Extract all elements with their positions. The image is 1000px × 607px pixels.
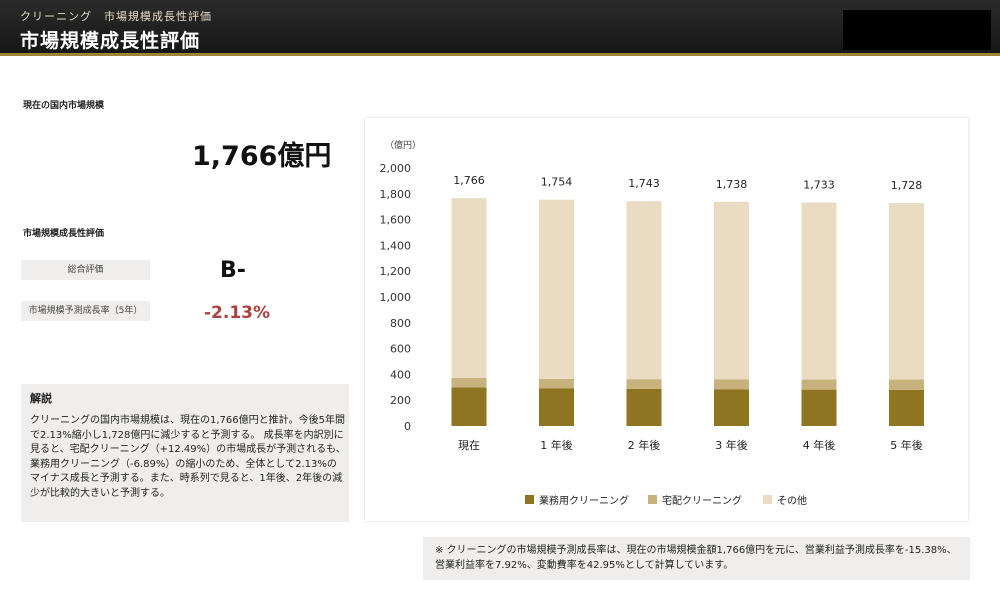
- bar-total-label: 1,766: [453, 174, 485, 187]
- explanation-heading: 解説: [30, 392, 52, 405]
- bar-segment: [801, 379, 837, 390]
- bar-segment: [539, 388, 574, 426]
- bar-segment: [626, 388, 662, 426]
- stacked-bar-chart: （億円） 0 200 400 600 800 1,000 1,200 1,400 1,600 1,…: [380, 139, 924, 507]
- x-tick-label: 4 年後: [803, 438, 836, 452]
- bar-total-label: 1,743: [628, 177, 660, 190]
- bar-segment: [451, 378, 487, 388]
- bar-segment: [714, 379, 749, 390]
- legend-swatch: [648, 495, 657, 504]
- y-tick-label: 1,200: [380, 265, 412, 278]
- bar-total-label: 1,754: [541, 176, 573, 189]
- footnote-text: ※ クリーニングの市場規模予測成長率は、現在の市場規模金額1,766億円を元に、…: [435, 545, 957, 571]
- overall-grade-value: B-: [220, 258, 246, 283]
- bar-segment: [714, 201, 749, 380]
- x-tick-label: 現在: [458, 439, 480, 452]
- bar-segment: [539, 199, 574, 379]
- x-tick-label: 5 年後: [890, 438, 923, 452]
- bar-segment: [626, 379, 662, 389]
- y-tick-label: 1,000: [380, 291, 412, 304]
- legend-label: その他: [777, 494, 807, 507]
- chart-panel: （億円） 0 200 400 600 800 1,000 1,200 1,400 1,600 1,…: [365, 118, 968, 521]
- y-tick-label: 1,800: [380, 188, 412, 201]
- page-title: 市場規模成長性評価: [20, 30, 201, 52]
- bar-segment: [451, 198, 487, 379]
- bar-segment: [889, 203, 924, 380]
- y-tick-label: 1,400: [380, 239, 412, 252]
- bar-segment: [714, 389, 749, 426]
- bar-segment: [889, 389, 924, 426]
- legend-label: 業務用クリーニング: [539, 494, 629, 507]
- page-header: クリーニング 市場規模成長性評価 市場規模成長性評価: [0, 0, 1000, 56]
- market-size-label: 現在の国内市場規模: [23, 101, 105, 111]
- x-tick-label: 2 年後: [628, 438, 661, 452]
- bar-segment: [626, 201, 662, 380]
- growth-rate-label: 市場規模予測成長率（5年）: [21, 301, 150, 321]
- growth-evaluation-label: 市場規模成長性評価: [23, 229, 105, 239]
- y-tick-label: 400: [390, 368, 411, 381]
- bar-segment: [539, 378, 574, 389]
- explanation-text: クリーニングの国内市場規模は、現在の1,766億円と推計。今後5年間で2.13%…: [30, 415, 346, 499]
- y-tick-label: 0: [404, 420, 411, 433]
- redacted-logo-block: [843, 10, 991, 50]
- y-unit-label: （億円）: [385, 139, 421, 151]
- legend-label: 宅配クリーニング: [662, 494, 742, 507]
- bar-segment: [889, 379, 924, 390]
- y-tick-label: 800: [390, 317, 411, 330]
- breadcrumb: クリーニング 市場規模成長性評価: [20, 10, 212, 23]
- growth-rate-value: -2.13%: [204, 303, 271, 323]
- market-size-value: 1,766億円: [192, 141, 332, 172]
- legend-swatch: [525, 495, 534, 504]
- header-accent-line: [0, 53, 1000, 56]
- y-tick-label: 600: [390, 343, 411, 356]
- bar-segment: [801, 389, 837, 426]
- bar-total-label: 1,733: [803, 178, 835, 191]
- y-tick-label: 200: [390, 394, 411, 407]
- legend-swatch: [763, 495, 772, 504]
- footnote-panel: ※ クリーニングの市場規模予測成長率は、現在の市場規模金額1,766億円を元に、…: [423, 537, 970, 580]
- bar-total-label: 1,738: [716, 178, 748, 191]
- bar-total-label: 1,728: [891, 179, 923, 192]
- x-tick-label: 3 年後: [715, 438, 748, 452]
- overall-grade-label: 総合評価: [21, 260, 150, 280]
- y-tick-label: 1,600: [380, 214, 412, 227]
- y-tick-label: 2,000: [380, 162, 412, 175]
- bar-segment: [451, 387, 487, 426]
- x-tick-label: 1 年後: [540, 438, 573, 452]
- bar-segment: [801, 202, 837, 380]
- explanation-panel: 解説 クリーニングの国内市場規模は、現在の1,766億円と推計。今後5年間で2.…: [21, 384, 349, 522]
